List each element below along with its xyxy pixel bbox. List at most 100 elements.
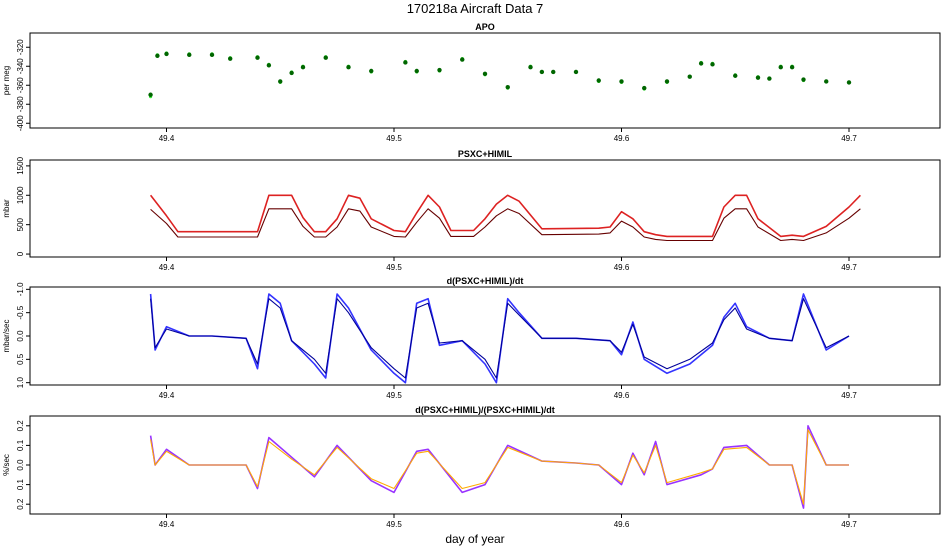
data-point <box>710 62 715 67</box>
y-tick-label: -0.5 <box>16 305 25 319</box>
series-line <box>149 425 849 509</box>
panel-4: d(PSXC+HIMIL)/(PSXC+HIMIL)/dt 49.4 49.5 49.… <box>2 405 941 529</box>
panel-title: d(PSXC+HIMIL)/dt <box>447 276 524 286</box>
data-point <box>846 80 852 85</box>
y-tick-label: -360 <box>16 77 25 94</box>
series-line <box>150 208 861 242</box>
panel-3: d(PSXC+HIMIL)/dt 49.4 49.5 49.6 49.7 -1.0 -0.5… <box>2 276 941 400</box>
y-tick-label: -1.0 <box>16 282 25 296</box>
x-tick-label: 49.7 <box>841 391 857 400</box>
panel-title: d(PSXC+HIMIL)/(PSXC+HIMIL)/dt <box>415 405 555 415</box>
x-tick-label: 49.6 <box>614 391 630 400</box>
data-point <box>209 52 215 58</box>
data-point <box>778 65 783 70</box>
data-point <box>539 69 545 75</box>
data-point <box>164 51 169 57</box>
y-tick-label: -400 <box>16 115 25 132</box>
panel-title: APO <box>475 22 495 32</box>
y-tick-label: -320 <box>16 39 25 56</box>
panel-3-series <box>149 293 850 384</box>
y-tick-label: -380 <box>16 96 25 113</box>
data-point <box>369 68 374 74</box>
data-point <box>619 79 624 84</box>
data-point <box>789 65 795 70</box>
data-point <box>573 69 579 75</box>
data-point <box>687 74 692 79</box>
data-point <box>642 85 647 91</box>
plot-frame <box>29 32 941 129</box>
figure-title: 170218a Aircraft Data 7 <box>407 1 544 16</box>
y-axis-label: %/sec <box>2 454 11 476</box>
data-point <box>323 55 328 60</box>
data-point <box>155 53 160 58</box>
y-tick-label: 500 <box>16 217 25 231</box>
y-axis-label: mbar <box>2 199 11 218</box>
y-tick-label: 0 <box>16 251 25 256</box>
panel-1: APO 49.4 49.5 49.6 49.7 -320 -340 -360 -380 -400 p… <box>2 22 941 143</box>
panel-2-series <box>149 194 861 242</box>
data-point <box>767 76 772 81</box>
data-point <box>460 57 465 62</box>
y-tick-label: 1000 <box>16 186 25 204</box>
panel-2: PSXC+HIMIL 49.4 49.5 49.6 49.7 0 500 1000 1500 mb… <box>2 149 941 272</box>
data-point <box>278 79 283 84</box>
data-point <box>148 92 153 97</box>
x-tick-label: 49.5 <box>386 263 402 272</box>
x-tick-label: 49.4 <box>159 520 175 529</box>
data-point <box>187 52 192 58</box>
plot-frame <box>29 286 941 386</box>
y-tick-label: 0.1 <box>16 478 25 490</box>
x-tick-label: 49.4 <box>159 391 175 400</box>
y-tick-label: 0.5 <box>16 353 25 365</box>
data-point <box>801 77 806 82</box>
panel-4-series <box>149 425 849 509</box>
x-tick-label: 49.6 <box>614 134 630 143</box>
x-tick-label: 49.4 <box>159 263 175 272</box>
data-point <box>414 68 419 74</box>
data-point <box>698 61 704 66</box>
series-line <box>149 293 850 384</box>
series-line <box>150 298 850 379</box>
data-point <box>824 79 829 84</box>
panel-title: PSXC+HIMIL <box>458 149 513 159</box>
data-point <box>505 84 510 90</box>
data-point <box>755 75 761 80</box>
data-point <box>437 67 442 73</box>
y-axis-label: mbar/sec <box>2 320 11 353</box>
data-point <box>300 65 306 70</box>
x-tick-label: 49.4 <box>159 134 175 143</box>
x-axis-label: day of year <box>445 532 504 546</box>
series-line <box>149 194 861 238</box>
data-point <box>289 70 294 76</box>
data-point <box>482 71 488 77</box>
y-tick-label: -340 <box>16 58 25 75</box>
y-tick-label: 0.1 <box>16 439 25 451</box>
y-tick-label: 0.2 <box>16 498 25 510</box>
x-tick-label: 49.6 <box>614 520 630 529</box>
x-tick-label: 49.7 <box>841 520 857 529</box>
series-line <box>150 429 849 505</box>
plot-frame <box>29 159 941 258</box>
y-tick-label: 0.0 <box>16 330 25 342</box>
data-point <box>528 65 533 70</box>
data-point <box>733 73 738 78</box>
data-point <box>664 79 670 84</box>
panels: APO 49.4 49.5 49.6 49.7 -320 -340 -360 -380 -400 p… <box>2 22 941 529</box>
y-tick-label: 0.0 <box>16 459 25 471</box>
x-tick-label: 49.5 <box>386 391 402 400</box>
x-tick-label: 49.7 <box>841 134 857 143</box>
x-tick-label: 49.5 <box>386 134 402 143</box>
data-point <box>596 78 601 83</box>
data-point <box>346 65 351 70</box>
x-tick-label: 49.7 <box>841 263 857 272</box>
data-point <box>255 55 260 60</box>
x-tick-label: 49.5 <box>386 520 402 529</box>
data-point <box>228 56 233 61</box>
x-tick-label: 49.6 <box>614 263 630 272</box>
y-axis-label: per meg <box>2 66 11 95</box>
data-point <box>551 69 556 75</box>
y-tick-label: 0.2 <box>16 420 25 432</box>
panel-1-series <box>148 51 852 99</box>
